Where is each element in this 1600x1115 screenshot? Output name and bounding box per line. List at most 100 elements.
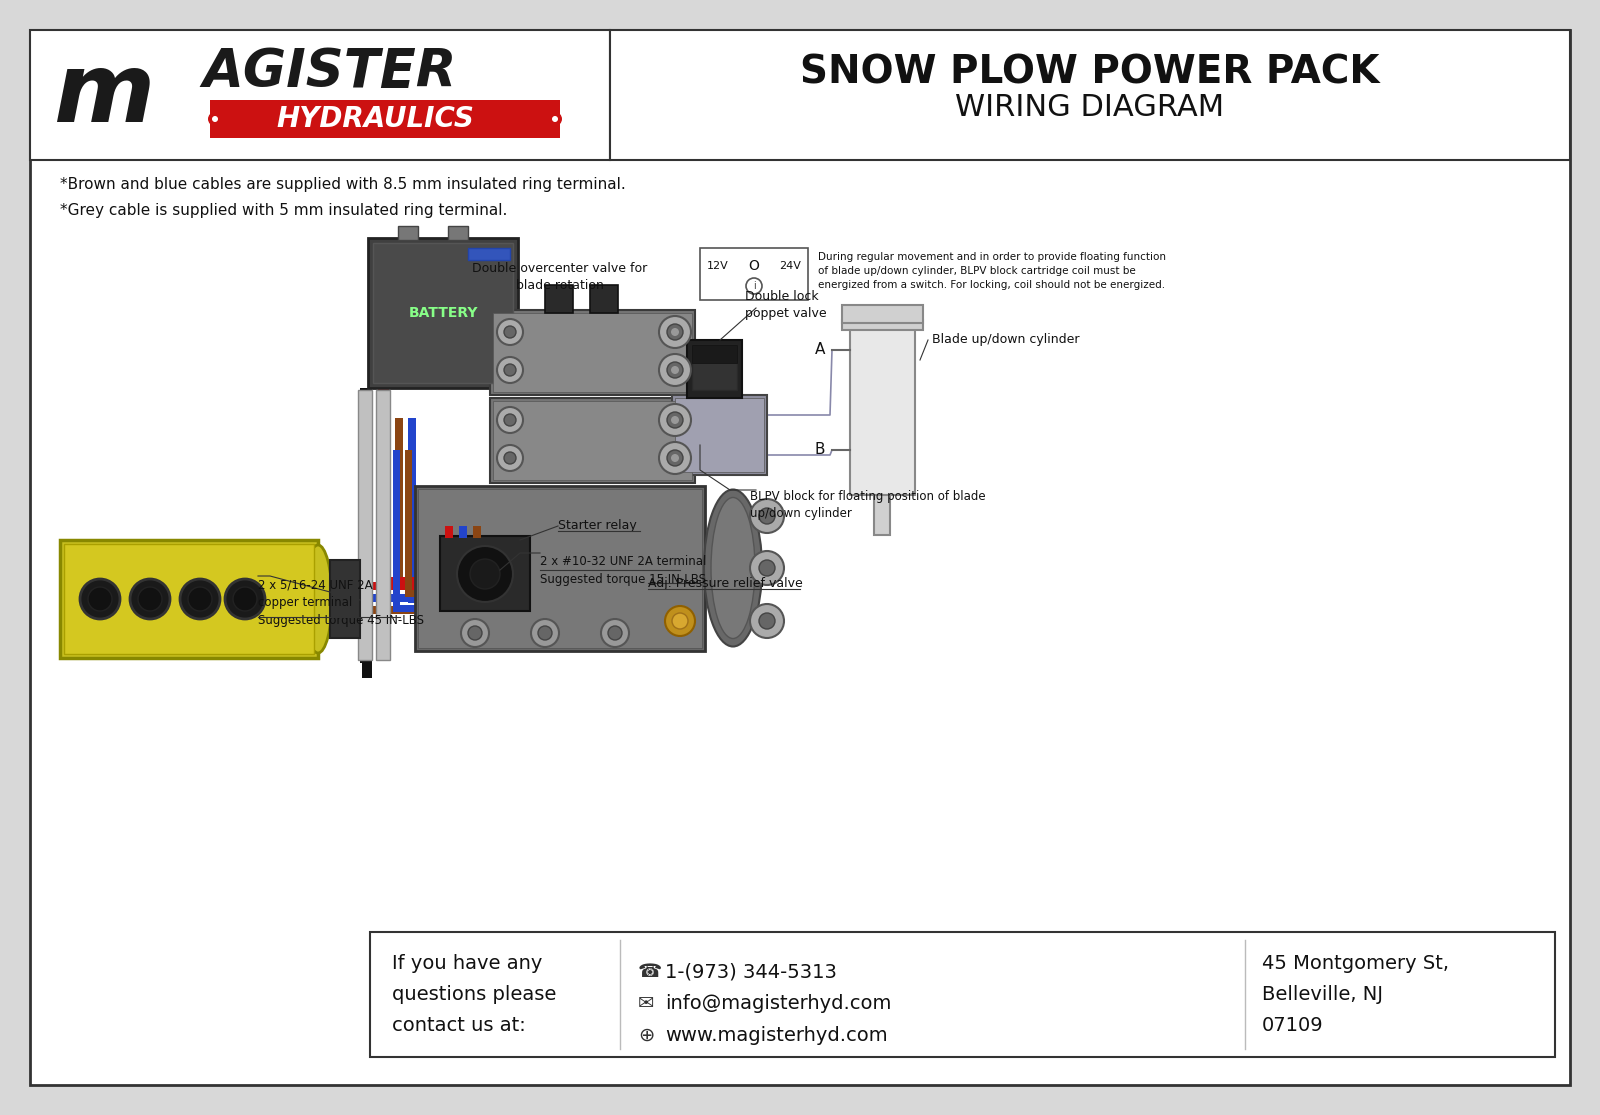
Circle shape: [130, 579, 170, 619]
Circle shape: [667, 450, 683, 466]
Text: Starter relay: Starter relay: [558, 520, 637, 533]
Circle shape: [88, 586, 112, 611]
Ellipse shape: [710, 497, 755, 639]
Bar: [610, 30, 1570, 159]
Bar: [691, 345, 738, 390]
Bar: [474, 526, 482, 539]
Bar: [360, 388, 370, 663]
Circle shape: [179, 579, 221, 619]
Text: O: O: [749, 259, 760, 273]
Bar: [546, 285, 573, 313]
Bar: [210, 100, 560, 138]
Circle shape: [667, 362, 683, 378]
Text: WIRING DIAGRAM: WIRING DIAGRAM: [955, 94, 1224, 123]
Text: 2 x 5/16-24 UNF 2A
copper terminal
Suggested torque 45 IN-LBS: 2 x 5/16-24 UNF 2A copper terminal Sugge…: [258, 578, 424, 627]
Circle shape: [504, 414, 515, 426]
Text: A: A: [814, 342, 826, 358]
Circle shape: [189, 586, 211, 611]
Bar: [395, 578, 499, 586]
Circle shape: [746, 278, 762, 294]
Circle shape: [470, 559, 499, 589]
Bar: [370, 582, 419, 590]
Text: During regular movement and in order to provide floating function
of blade up/do: During regular movement and in order to …: [818, 252, 1166, 290]
Circle shape: [467, 626, 482, 640]
Circle shape: [750, 551, 784, 585]
Circle shape: [234, 586, 258, 611]
Circle shape: [461, 619, 490, 647]
Circle shape: [667, 324, 683, 340]
Bar: [405, 450, 413, 595]
Bar: [490, 398, 694, 483]
Circle shape: [758, 508, 774, 524]
Text: i: i: [752, 281, 755, 291]
Bar: [672, 395, 766, 475]
Bar: [373, 243, 514, 382]
Bar: [701, 248, 808, 300]
Bar: [440, 536, 530, 611]
Bar: [358, 390, 371, 660]
Text: 45 Montgomery St,
Belleville, NJ
07109: 45 Montgomery St, Belleville, NJ 07109: [1262, 954, 1450, 1035]
Circle shape: [667, 413, 683, 428]
Circle shape: [504, 452, 515, 464]
Bar: [445, 526, 453, 539]
Bar: [394, 605, 496, 612]
Circle shape: [602, 619, 629, 647]
Text: Double overcenter valve for
blade rotation: Double overcenter valve for blade rotati…: [472, 262, 648, 292]
Bar: [368, 237, 518, 388]
Circle shape: [750, 604, 784, 638]
Circle shape: [659, 442, 691, 474]
Text: www.magisterhyd.com: www.magisterhyd.com: [666, 1026, 888, 1045]
Bar: [376, 390, 390, 660]
Circle shape: [504, 326, 515, 338]
Bar: [459, 526, 467, 539]
Bar: [686, 340, 742, 398]
Bar: [362, 388, 371, 678]
Text: 1-(973) 344-5313: 1-(973) 344-5313: [666, 962, 837, 981]
Text: 12V: 12V: [707, 261, 730, 271]
Circle shape: [659, 404, 691, 436]
Text: ☎: ☎: [638, 962, 662, 981]
Bar: [381, 576, 499, 586]
Bar: [370, 605, 419, 614]
Text: ⊕: ⊕: [638, 1026, 654, 1045]
Circle shape: [504, 363, 515, 376]
Ellipse shape: [552, 116, 558, 122]
Circle shape: [659, 353, 691, 386]
Bar: [590, 285, 618, 313]
Bar: [394, 450, 400, 610]
Ellipse shape: [547, 112, 562, 126]
Text: If you have any
questions please
contact us at:: If you have any questions please contact…: [392, 954, 557, 1035]
Bar: [691, 345, 738, 363]
Bar: [64, 544, 314, 655]
Circle shape: [672, 613, 688, 629]
Bar: [218, 113, 237, 125]
Ellipse shape: [211, 116, 218, 122]
Bar: [405, 590, 496, 597]
Bar: [490, 310, 694, 395]
Circle shape: [670, 366, 678, 374]
Bar: [61, 540, 318, 658]
Bar: [381, 388, 389, 583]
Circle shape: [498, 407, 523, 433]
Text: B: B: [814, 443, 826, 457]
Bar: [842, 306, 923, 323]
Bar: [408, 418, 416, 598]
Circle shape: [80, 579, 120, 619]
Bar: [408, 595, 499, 603]
Text: info@magisterhyd.com: info@magisterhyd.com: [666, 993, 891, 1014]
Bar: [378, 388, 386, 588]
Ellipse shape: [208, 112, 222, 126]
Circle shape: [498, 445, 523, 471]
Circle shape: [538, 626, 552, 640]
Bar: [370, 932, 1555, 1057]
Text: BLPV block for floating position of blade
up/down cylinder: BLPV block for floating position of blad…: [750, 489, 986, 520]
Circle shape: [758, 613, 774, 629]
Bar: [330, 560, 360, 638]
Bar: [398, 226, 418, 240]
Bar: [467, 248, 510, 260]
Bar: [378, 578, 493, 586]
Bar: [842, 320, 923, 330]
Bar: [850, 324, 915, 495]
Circle shape: [138, 586, 162, 611]
Text: Adj. Pressure relief valve: Adj. Pressure relief valve: [648, 576, 803, 590]
